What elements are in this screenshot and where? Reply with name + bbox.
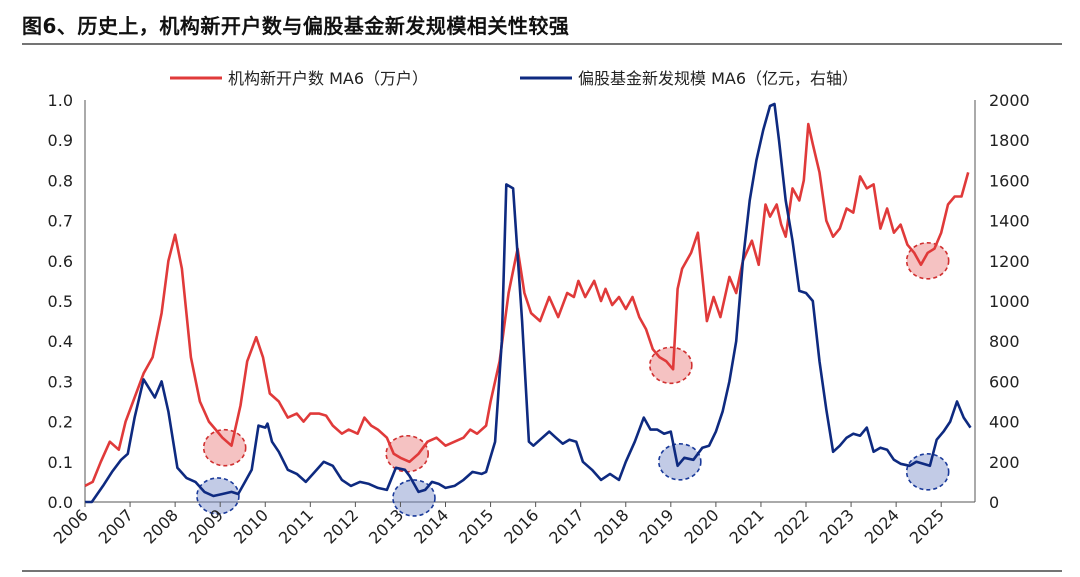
x-tick-label: 2012 xyxy=(320,505,362,547)
x-tick-label: 2024 xyxy=(861,505,903,547)
right-tick-label: 800 xyxy=(989,332,1020,351)
x-tick-label: 2011 xyxy=(275,505,317,547)
x-tick-label: 2010 xyxy=(230,505,272,547)
legend: 机构新开户数 MA6（万户） 偏股基金新发规模 MA6（亿元，右轴） xyxy=(170,69,858,88)
x-tick-label: 2007 xyxy=(95,505,137,547)
right-tick-label: 400 xyxy=(989,413,1020,432)
x-tick-label: 2023 xyxy=(816,505,858,547)
right-tick-label: 0 xyxy=(989,493,999,512)
series-line-fund-issuance xyxy=(85,102,972,504)
right-tick-label: 1000 xyxy=(989,292,1030,311)
right-tick-label: 1800 xyxy=(989,131,1030,150)
highlight-circle-red xyxy=(905,241,950,280)
x-tick-label: 2018 xyxy=(590,505,632,547)
x-tick-label: 2017 xyxy=(545,505,587,547)
left-tick-label: 0.9 xyxy=(48,131,73,150)
right-tick-label: 1400 xyxy=(989,212,1030,231)
x-tick-label: 2025 xyxy=(906,505,948,547)
chart-title: 图6、历史上，机构新开户数与偏股基金新发规模相关性较强 xyxy=(22,14,570,38)
right-tick-label: 1200 xyxy=(989,252,1030,271)
right-tick-label: 200 xyxy=(989,453,1020,472)
left-tick-label: 1.0 xyxy=(48,91,73,110)
left-axis-ticks: 0.0 0.1 0.2 0.3 0.4 0.5 0.6 0.7 0.8 0.9 1.0 xyxy=(48,91,73,512)
right-axis-ticks: 0 200 400 600 800 1000 1200 1400 1600 1800 2000 xyxy=(989,91,1030,512)
x-tick-label: 2021 xyxy=(726,505,768,547)
highlight-circles xyxy=(196,241,950,517)
legend-label-accounts: 机构新开户数 MA6（万户） xyxy=(228,69,428,88)
left-tick-label: 0.1 xyxy=(48,453,73,472)
left-tick-label: 0.8 xyxy=(48,171,73,190)
left-tick-label: 0.7 xyxy=(48,212,73,231)
left-tick-label: 0.4 xyxy=(48,332,73,351)
right-tick-label: 2000 xyxy=(989,91,1030,110)
left-tick-label: 0.3 xyxy=(48,372,73,391)
right-tick-label: 1600 xyxy=(989,171,1030,190)
left-tick-label: 0.6 xyxy=(48,252,73,271)
legend-label-fund-issuance: 偏股基金新发规模 MA6（亿元，右轴） xyxy=(578,69,858,88)
x-tick-label: 2019 xyxy=(635,505,677,547)
left-tick-label: 0.2 xyxy=(48,413,73,432)
series-line-accounts xyxy=(84,122,970,488)
x-axis-ticks: 2006 2007 2008 2009 2010 2011 2012 2013 2014 2015… xyxy=(50,502,948,548)
x-tick-label: 2022 xyxy=(771,505,813,547)
left-tick-label: 0.0 xyxy=(48,493,73,512)
highlight-circle-blue xyxy=(905,453,950,491)
right-tick-label: 600 xyxy=(989,372,1020,391)
x-tick-label: 2016 xyxy=(500,505,542,547)
series-layer xyxy=(84,102,972,504)
x-tick-label: 2015 xyxy=(455,505,497,547)
left-tick-label: 0.5 xyxy=(48,292,73,311)
x-tick-label: 2020 xyxy=(680,505,722,547)
highlight-circle-red xyxy=(202,428,247,467)
x-tick-label: 2008 xyxy=(140,505,182,547)
